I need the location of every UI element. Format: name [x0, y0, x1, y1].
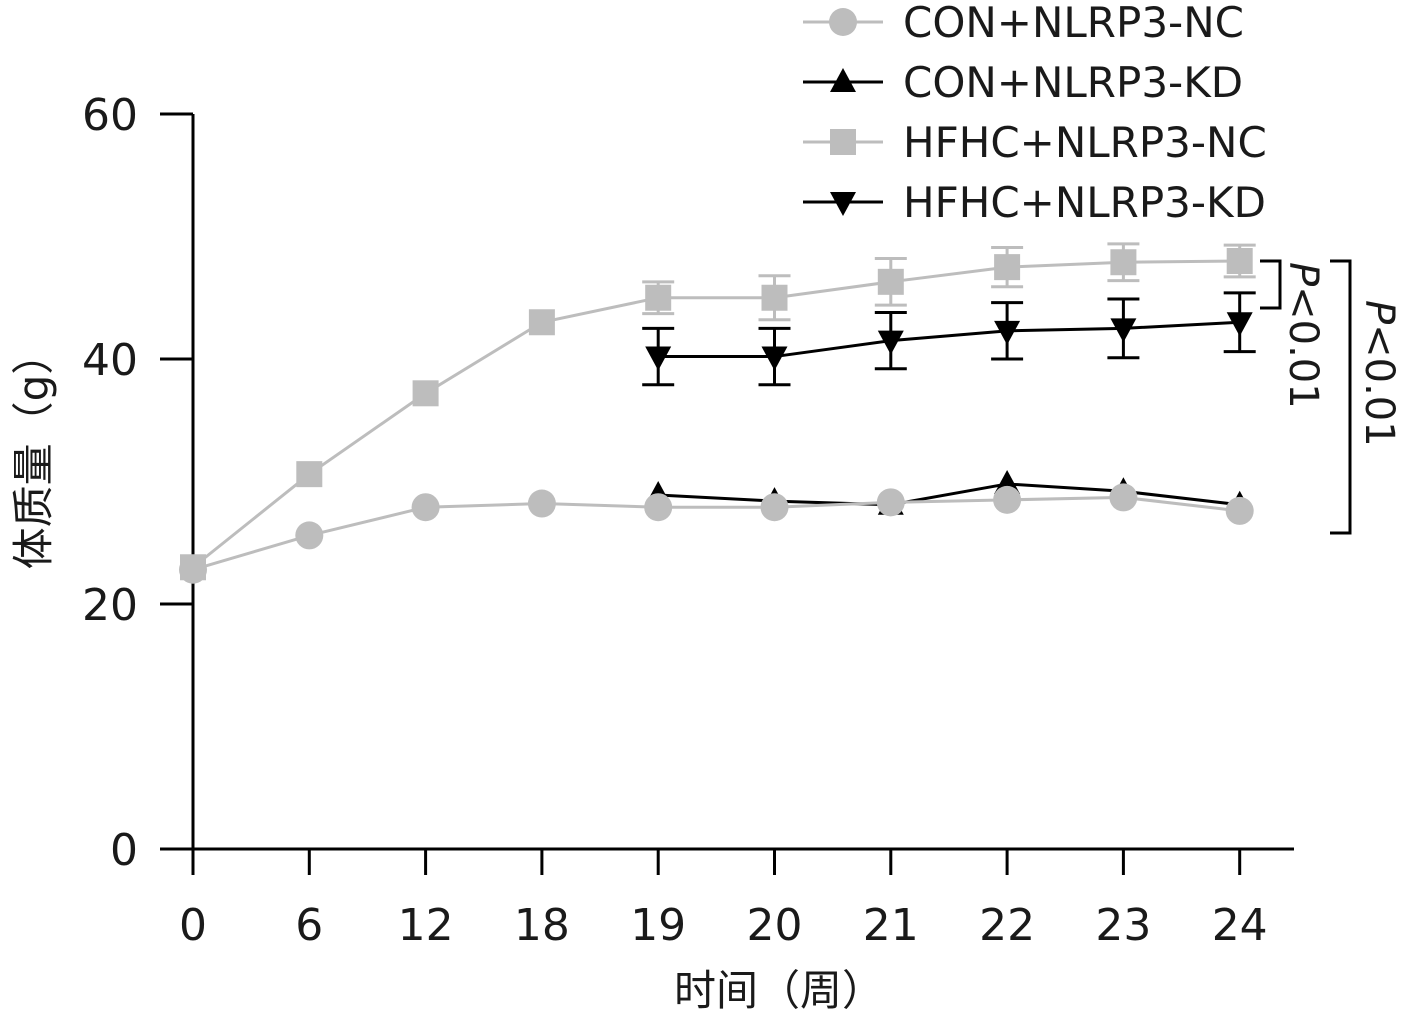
plot-area [179, 242, 1256, 584]
p-value-italic-p: P [1356, 300, 1402, 325]
significance-annotations: P<0.01 P<0.01 [1260, 259, 1402, 535]
data-point [1109, 483, 1138, 512]
y-tick-label: 40 [82, 335, 138, 386]
p-value-label-outer: P<0.01 [1356, 300, 1402, 447]
data-point [994, 320, 1021, 345]
p-value-threshold: <0.01 [1356, 324, 1402, 447]
series-line [658, 482, 1240, 507]
legend-item: HFHC+NLRP3-NC [803, 118, 1267, 167]
data-point [411, 493, 440, 522]
data-point [1226, 312, 1253, 337]
p-value-label-inner: P<0.01 [1280, 262, 1326, 409]
data-point [993, 485, 1022, 514]
legend-item: HFHC+NLRP3-KD [803, 178, 1266, 227]
data-point [296, 461, 323, 488]
y-ticks: 0 20 40 60 [82, 90, 193, 876]
axes: 0 20 40 60 0 6 12 18 19 20 21 22 23 24 [82, 90, 1294, 951]
y-tick-label: 0 [110, 825, 138, 876]
significance-bracket-outer [1330, 259, 1352, 535]
data-point [1226, 248, 1253, 274]
data-point [645, 284, 672, 311]
x-axis-title: 时间（周） [674, 966, 884, 1015]
data-point [877, 268, 904, 295]
y-axis-title: 体质量（g） [9, 333, 58, 570]
data-point [994, 254, 1021, 281]
y-tick-label: 20 [82, 580, 138, 631]
data-point [528, 309, 555, 336]
x-tick-label: 18 [514, 900, 570, 951]
p-value-italic-p: P [1280, 262, 1326, 287]
series-line [658, 320, 1240, 359]
legend-item: CON+NLRP3-NC [803, 0, 1244, 47]
x-tick-label: 21 [863, 900, 919, 951]
y-tick-label: 60 [82, 90, 138, 141]
data-point [1110, 249, 1137, 276]
legend-marker [830, 129, 856, 155]
legend-label: CON+NLRP3-KD [903, 58, 1243, 107]
data-point [761, 346, 788, 371]
series-HFHC+NLRP3-KD [642, 291, 1256, 387]
series-line [192, 495, 1240, 572]
significance-bracket-inner [1260, 259, 1282, 310]
data-point [876, 488, 905, 517]
x-tick-label: 24 [1212, 900, 1268, 951]
legend-label: HFHC+NLRP3-KD [903, 178, 1266, 227]
legend-item: CON+NLRP3-KD [803, 58, 1243, 107]
data-point [760, 493, 789, 522]
p-value-threshold: <0.01 [1280, 286, 1326, 409]
data-point [1110, 318, 1137, 343]
data-point [180, 554, 206, 581]
legend-label: CON+NLRP3-NC [903, 0, 1244, 47]
series-HFHC+NLRP3-NC [180, 242, 1256, 581]
x-tick-label: 19 [630, 900, 686, 951]
legend: CON+NLRP3-NC CON+NLRP3-KD HFHC+NLRP3-NC HFH… [803, 0, 1267, 227]
legend-marker [830, 192, 856, 216]
data-point [877, 330, 904, 355]
x-tick-label: 6 [295, 900, 323, 951]
x-tick-label: 0 [179, 900, 207, 951]
data-point [761, 284, 788, 311]
x-tick-label: 22 [979, 900, 1035, 951]
x-tick-label: 20 [747, 900, 803, 951]
data-point [645, 346, 672, 371]
legend-label: HFHC+NLRP3-NC [903, 118, 1267, 167]
legend-marker [830, 68, 856, 92]
data-point [412, 380, 439, 407]
data-point [295, 521, 324, 550]
legend-marker [829, 8, 857, 36]
x-tick-label: 23 [1095, 900, 1151, 951]
x-tick-label: 12 [398, 900, 454, 951]
x-ticks: 0 6 12 18 19 20 21 22 23 24 [179, 849, 1268, 951]
series-line [192, 259, 1240, 569]
data-point [644, 493, 673, 522]
data-point [527, 489, 556, 518]
data-point [1225, 496, 1254, 525]
